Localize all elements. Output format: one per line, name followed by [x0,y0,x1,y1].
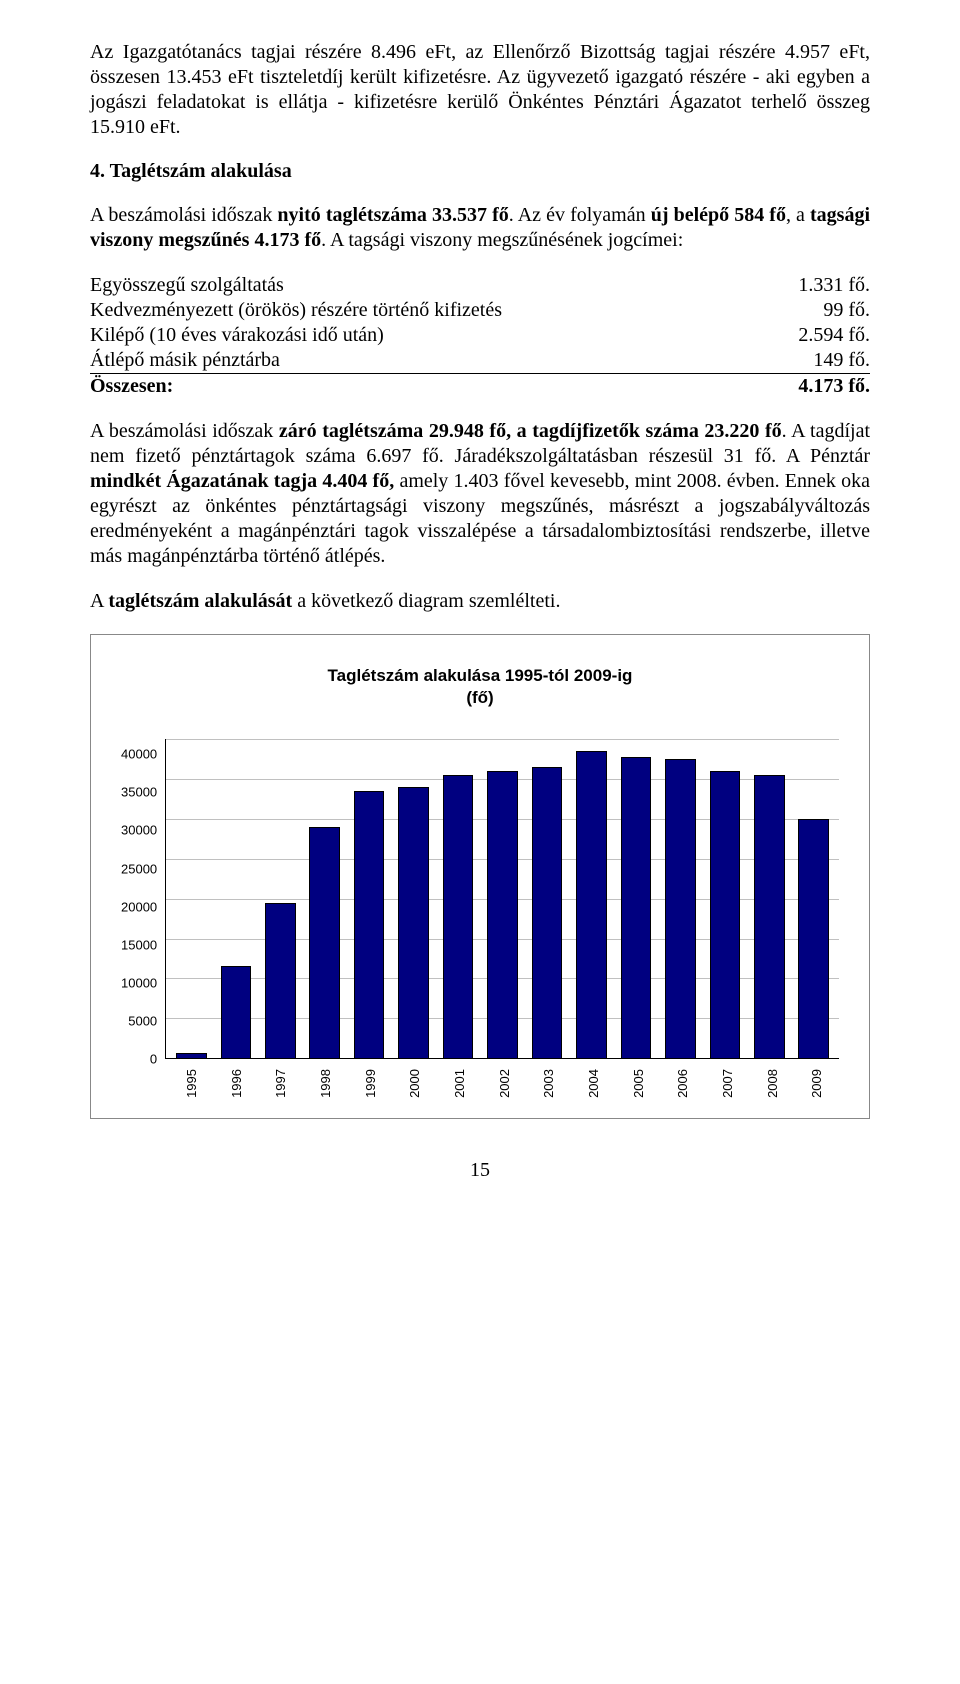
x-tick: 1998 [303,1069,348,1098]
row-value: 99 fő. [793,298,870,323]
p1-text: Az Igazgatótanács tagjai részére 8.496 e… [90,41,870,138]
row-label: Egyösszegű szolgáltatás [90,273,768,298]
p4-c: a következő diagram szemlélteti. [292,590,560,612]
x-tick: 1997 [258,1069,303,1098]
bar [754,775,785,1058]
bar-slot [215,739,257,1058]
bar [665,759,696,1058]
x-tick: 2003 [526,1069,571,1098]
y-tick: 15000 [121,937,157,952]
x-tick: 2005 [616,1069,661,1098]
y-tick: 35000 [121,785,157,800]
y-tick: 5000 [128,1014,157,1029]
bar [354,791,385,1058]
bar-slot [304,739,346,1058]
chart-title-line1: Taglétszám alakulása 1995-tól 2009-ig [328,666,633,685]
table-row: Egyösszegű szolgáltatás1.331 fő. [90,273,870,298]
p2-d: új belépő 584 fő [651,204,786,226]
bar-slot [526,739,568,1058]
bar [710,771,741,1058]
bar-slot [170,739,212,1058]
y-tick: 40000 [121,747,157,762]
x-tick: 1995 [169,1069,214,1098]
p3-d: mindkét Ágazatának tagja 4.404 fő, [90,470,399,492]
y-axis: 4000035000300002500020000150001000050000 [121,739,165,1059]
row-label: Átlépő másik pénztárba [90,348,783,373]
x-tick: 2007 [705,1069,750,1098]
x-tick: 2000 [392,1069,437,1098]
y-tick: 20000 [121,899,157,914]
bar-slot [748,739,790,1058]
bar [265,903,296,1059]
x-tick: 2002 [482,1069,527,1098]
paragraph-1: Az Igazgatótanács tagjai részére 8.496 e… [90,40,870,140]
p4-b: taglétszám alakulását [108,590,292,612]
chart-title-line2: (fő) [466,688,493,707]
bar [309,827,340,1058]
x-tick: 2006 [660,1069,705,1098]
row-label: Kilépő (10 éves várakozási idő után) [90,323,768,348]
bar [443,775,474,1058]
chart-area: 4000035000300002500020000150001000050000 [121,739,839,1059]
bar-slot [793,739,835,1058]
bar-slot [259,739,301,1058]
bar-slot [437,739,479,1058]
bar [576,751,607,1058]
p2-b: nyitó taglétszáma 33.537 fő [277,204,508,226]
p2-g: . A tagsági viszony megszűnésének jogcím… [321,229,683,251]
table-row: Kedvezményezett (örökös) részére történő… [90,298,870,323]
paragraph-2: A beszámolási időszak nyitó taglétszáma … [90,203,870,253]
row-value: 2.594 fő. [768,323,870,348]
paragraph-3: A beszámolási időszak záró taglétszáma 2… [90,419,870,569]
bar [487,771,518,1058]
row-value: 4.173 fő. [768,374,870,399]
page-number: 15 [90,1159,870,1182]
row-value: 1.331 fő. [768,273,870,298]
y-tick: 30000 [121,823,157,838]
membership-chart: Taglétszám alakulása 1995-tól 2009-ig (f… [90,634,870,1119]
bar [221,966,252,1058]
row-value: 149 fő. [783,348,870,373]
x-axis: 1995199619971998199920002001200220032004… [169,1069,839,1098]
table-row: Összesen:4.173 fő. [90,374,870,399]
bar [176,1053,207,1059]
paragraph-4: A taglétszám alakulását a következő diag… [90,589,870,614]
p2-e: , a [786,204,810,226]
x-tick: 2009 [794,1069,839,1098]
bar-slot [704,739,746,1058]
section-4-title: 4. Taglétszám alakulása [90,160,870,183]
y-tick: 0 [150,1052,157,1067]
bar [621,757,652,1058]
p2-c: . Az év folyamán [509,204,651,226]
table-row: Kilépő (10 éves várakozási idő után)2.59… [90,323,870,348]
p4-a: A [90,590,108,612]
y-tick: 10000 [121,975,157,990]
bar-slot [615,739,657,1058]
bar [798,819,829,1058]
row-label: Összesen: [90,374,768,399]
x-tick: 1999 [348,1069,393,1098]
bar-slot [659,739,701,1058]
chart-title: Taglétszám alakulása 1995-tól 2009-ig (f… [121,665,839,709]
bar-slot [481,739,523,1058]
p3-b: záró taglétszáma 29.948 fő, a tagdíjfize… [279,420,782,442]
bar-slot [392,739,434,1058]
bar [532,767,563,1058]
y-tick: 25000 [121,861,157,876]
plot-area [165,739,839,1059]
p3-a: A beszámolási időszak [90,420,279,442]
x-tick: 1996 [214,1069,259,1098]
breakdown-table: Egyösszegű szolgáltatás1.331 fő.Kedvezmé… [90,273,870,399]
x-tick: 2001 [437,1069,482,1098]
row-label: Kedvezményezett (örökös) részére történő… [90,298,793,323]
bar [398,787,429,1058]
x-tick: 2004 [571,1069,616,1098]
p2-a: A beszámolási időszak [90,204,277,226]
x-tick: 2008 [750,1069,795,1098]
bar-slot [348,739,390,1058]
bar-slot [570,739,612,1058]
table-row: Átlépő másik pénztárba149 fő. [90,348,870,374]
